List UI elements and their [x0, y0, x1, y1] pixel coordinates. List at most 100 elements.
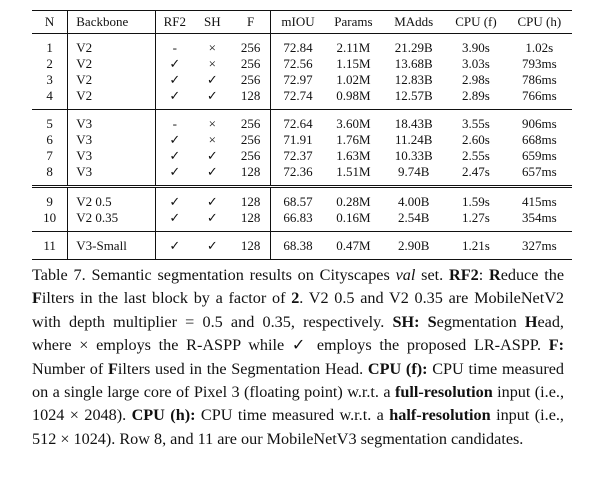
caption-segment: F: [548, 336, 564, 355]
cell-rf2: ✓ [169, 164, 181, 179]
cell-cpu-f: 2.55s [462, 148, 490, 163]
cell-rf2: ✓ [155, 185, 194, 210]
cell-rf2: ✓ [169, 148, 181, 163]
cell-params: 0.47M [324, 231, 383, 260]
cell-n: 1 [32, 33, 69, 56]
header-f: F [230, 10, 272, 34]
cell-madds: 4.00B [382, 185, 446, 210]
cell-madds: 2.54B [397, 210, 430, 225]
caption-segment: H [524, 312, 538, 331]
caption-segment: . V2 0.5 and V2 0.35 are MobileNetV2 wit… [32, 289, 564, 331]
cell-backbone: V3 [67, 132, 157, 148]
cell-params: 1.76M [336, 132, 371, 147]
cell-cpu-f: 2.60s [462, 132, 490, 147]
cell-params: 1.51M [336, 164, 371, 179]
table-row: 4 V2 ✓ ✓ 128 72.74 0.98M 12.57B 2.89s 766ms [32, 88, 572, 110]
header-n: N [32, 10, 69, 34]
table-row: 1 V2- × 256 72.84 2.11M 21.29B 3.90s 1.02s [32, 33, 572, 56]
cell-miou: 72.84 [283, 40, 313, 55]
caption-segment: set. [415, 266, 450, 284]
cell-n: 4 [32, 88, 69, 110]
cell-madds: 12.83B [394, 72, 433, 87]
cell-cpu-f: 1.21s [445, 231, 507, 260]
cell-cpu-h: 415ms [506, 185, 572, 210]
cell-cpu-h: 327ms [506, 231, 572, 260]
cell-params: 1.63M [336, 148, 371, 163]
header-cpu-h: CPU (h) [506, 10, 572, 34]
caption-segment: SH: S [392, 312, 437, 331]
cell-n: 6 [32, 132, 69, 148]
caption-segment: val [395, 266, 416, 284]
cell-n: 5 [32, 109, 69, 132]
table-row: 9 V2 0.5 ✓ ✓ 128 68.57 0.28M 4.00B 1.59s 415ms [32, 185, 572, 210]
cell-sh: × [208, 40, 216, 55]
caption-segment: : [478, 266, 489, 284]
table-row: 6 V3 ✓ × 256 71.91 1.76M 11.24B 2.60s 668ms [32, 132, 572, 148]
header-miou: mIOU [270, 10, 325, 34]
header-sh: SH [193, 10, 231, 34]
cell-cpu-f: 2.47s [462, 164, 490, 179]
table-group-v2-small: 9 V2 0.5 ✓ ✓ 128 68.57 0.28M 4.00B 1.59s 415ms 10 V… [32, 185, 572, 232]
cell-sh: × [193, 109, 231, 132]
cell-params: 0.98M [336, 88, 371, 103]
cell-backbone: V2 [67, 56, 157, 72]
cell-madds: 12.57B [394, 88, 433, 103]
caption-segment: egmentation [436, 312, 525, 331]
cell-madds: 18.43B [382, 109, 446, 132]
cell-cpu-f: 3.90s [462, 40, 490, 55]
cell-sh: × [208, 56, 216, 71]
cell-miou: 72.64 [270, 109, 325, 132]
header-madds: MAdds [382, 10, 446, 34]
cell-rf2: - [155, 109, 194, 132]
cell-params: 3.60M [324, 109, 383, 132]
cell-f: 256 [230, 109, 272, 132]
cell-cpu-h: 659ms [521, 148, 557, 163]
cell-n: 2 [32, 56, 69, 72]
cell-rf2: ✓ [155, 231, 194, 260]
cell-n: 11 [32, 231, 69, 260]
cell-params: 2.11M [336, 40, 371, 55]
results-table: N Backbone RF2 SH F mIOU Params MAdds CP… [32, 10, 572, 260]
table-group-v3-small: 11 V3-Small ✓ ✓ 128 68.38 0.47M 2.90B 1.21s 327ms [32, 231, 572, 260]
cell-rf2: ✓ [169, 132, 181, 147]
cell-backbone: V2 [67, 72, 157, 88]
cell-miou: 72.36 [283, 164, 313, 179]
cell-n: 10 [32, 210, 69, 232]
cell-miou: 71.91 [283, 132, 313, 147]
caption-segment: educe the [500, 266, 565, 284]
caption-segment: input (i.e., 512 × 1024). Row 8, and 11 … [32, 406, 564, 448]
cell-sh: ✓ [193, 231, 231, 260]
cell-cpu-f: 2.98s [462, 72, 490, 87]
table-group-v3: 5 V3- × 256 72.64 3.60M 18.43B 3.55s 906ms 6 V3 ✓ × 2… [32, 109, 572, 187]
caption-segment: input (i.e., 1024 × 2048). [32, 383, 564, 425]
cell-sh: ✓ [206, 148, 218, 163]
cell-n: 3 [32, 72, 69, 88]
table-row: 7 V3 ✓ ✓ 256 72.37 1.63M 10.33B 2.55s 659ms [32, 148, 572, 164]
cell-cpu-h: 766ms [521, 88, 557, 103]
cell-f: 256 [230, 33, 272, 56]
caption-segment: F [108, 359, 118, 378]
cell-sh: ✓ [206, 88, 218, 103]
caption-segment: half-resolution [389, 406, 491, 425]
cell-f: 256 [230, 56, 272, 72]
cell-rf2: ✓ [169, 88, 181, 103]
cell-f: 256 [230, 132, 272, 148]
caption-segment: CPU (f): [367, 359, 428, 378]
cell-f: 128 [230, 210, 272, 232]
cell-miou: 72.74 [283, 88, 313, 103]
cell-n: 7 [32, 148, 69, 164]
cell-f: 128 [230, 164, 272, 187]
table-row: 5 V3- × 256 72.64 3.60M 18.43B 3.55s 906ms [32, 109, 572, 132]
cell-sh: ✓ [206, 210, 218, 225]
cell-n: 9 [32, 185, 69, 210]
cell-cpu-f: 3.03s [462, 56, 490, 71]
cell-cpu-h: 657ms [521, 164, 557, 179]
caption-segment: F [32, 289, 42, 308]
cell-miou: 72.97 [283, 72, 313, 87]
cell-sh: × [208, 132, 216, 147]
header-backbone: Backbone [67, 10, 157, 34]
table-row: 3 V2 ✓ ✓ 256 72.97 1.02M 12.83B 2.98s 786ms [32, 72, 572, 88]
cell-miou: 66.83 [283, 210, 313, 225]
cell-miou: 72.37 [283, 148, 313, 163]
table-caption: Table 7. Semantic segmentation results o… [32, 264, 564, 451]
